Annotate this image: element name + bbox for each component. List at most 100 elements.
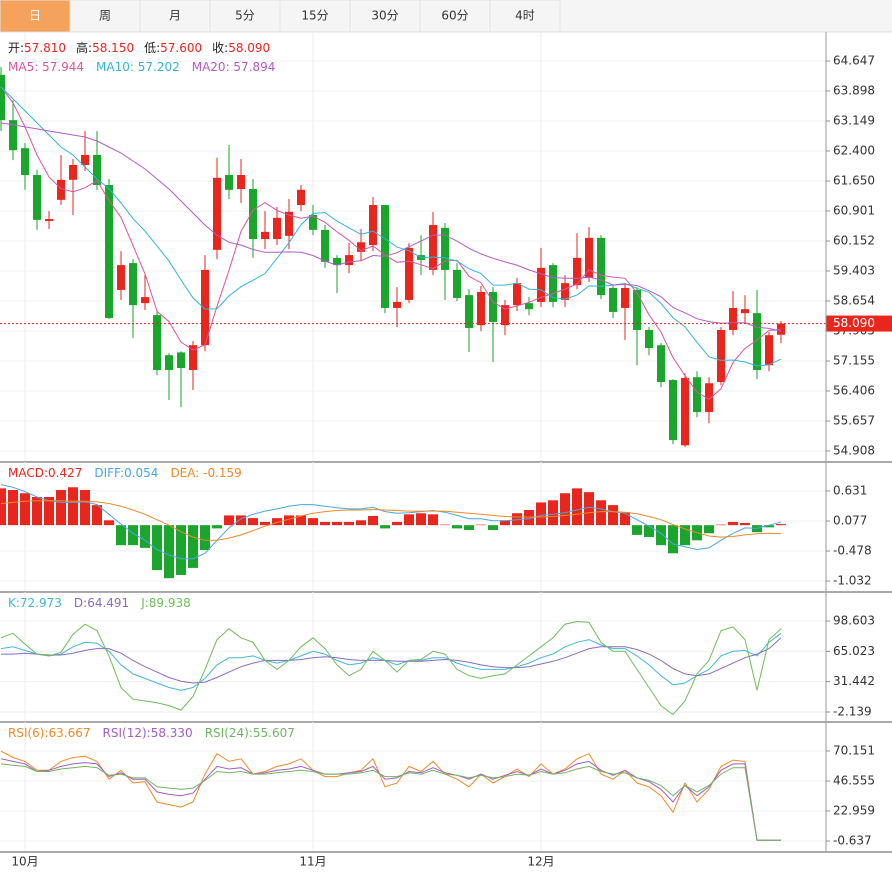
- readout: MA5: 57.944 MA10: 57.202 MA20: 57.894: [8, 60, 275, 74]
- indicator-line: [0, 750, 781, 841]
- candle-body: [321, 229, 329, 262]
- macd-bar: [284, 515, 294, 526]
- indicator-readout: K:72.973: [8, 596, 62, 610]
- tab[interactable]: [279, 0, 351, 33]
- tab-label[interactable]: 4时: [515, 9, 535, 23]
- macd-bar: [476, 524, 486, 526]
- y-tick-label: 56.406: [833, 384, 875, 398]
- macd-bar: [584, 492, 594, 526]
- indicator-line: [0, 758, 781, 841]
- tab[interactable]: [0, 0, 71, 33]
- macd-bar: [464, 525, 474, 531]
- candle-body: [525, 303, 533, 310]
- y-tick-label: -1.032: [833, 574, 872, 588]
- y-tick-label: 0.077: [833, 513, 867, 527]
- macd-bar: [440, 524, 450, 526]
- macd-bar: [728, 521, 738, 526]
- indicator-readout: D:64.491: [74, 596, 129, 610]
- candle-body: [585, 237, 593, 278]
- y-tick-label: 0.631: [833, 484, 867, 498]
- macd-bar: [644, 525, 654, 538]
- y-tick-label: -0.478: [833, 544, 872, 558]
- y-tick-label: 60.152: [833, 233, 875, 247]
- candle-body: [141, 297, 149, 304]
- ma-readout: MA20: 57.894: [192, 60, 276, 74]
- indicator-line: [0, 484, 782, 560]
- candle-body: [189, 345, 197, 371]
- indicator-line: [0, 500, 782, 541]
- macd-bar: [404, 514, 414, 526]
- tab[interactable]: [139, 0, 211, 33]
- candle-body: [117, 265, 125, 290]
- tab-label[interactable]: 30分: [371, 9, 398, 23]
- macd-bar: [152, 525, 162, 571]
- ma-readout: MA5: 57.944: [8, 60, 84, 74]
- y-tick-label: 98.603: [833, 613, 875, 627]
- macd-bar: [344, 521, 354, 526]
- macd-bar: [356, 520, 366, 526]
- indicator-line: [0, 122, 782, 332]
- y-tick-label: 57.155: [833, 354, 875, 368]
- macd-bar: [140, 525, 150, 548]
- macd-bar: [0, 488, 6, 526]
- macd-bar: [308, 518, 318, 526]
- macd-bar: [764, 525, 774, 528]
- tab-label[interactable]: 日: [29, 9, 41, 23]
- candle-body: [729, 307, 737, 330]
- macd-bar: [44, 497, 54, 526]
- candle-body: [129, 263, 137, 306]
- macd-bar: [92, 505, 102, 526]
- y-tick-label: 65.023: [833, 644, 875, 658]
- candle-body: [669, 380, 677, 441]
- candle-body: [177, 352, 185, 369]
- macd-bar: [536, 502, 546, 526]
- macd-bar: [380, 525, 390, 529]
- y-tick-label: 63.149: [833, 113, 875, 127]
- y-tick-label: 58.654: [833, 293, 875, 307]
- y-tick-label: -0.637: [833, 833, 872, 847]
- candle-body: [657, 345, 665, 383]
- candle-body: [153, 315, 161, 371]
- ohlc-value: 58.090: [228, 41, 270, 55]
- tab-label[interactable]: 15分: [301, 9, 328, 23]
- y-tick-label: 60.901: [833, 203, 875, 217]
- indicator-line: [0, 763, 781, 841]
- macd-bar: [248, 518, 258, 526]
- macd-bar: [560, 493, 570, 526]
- tab-label[interactable]: 60分: [441, 9, 468, 23]
- candle-body: [489, 291, 497, 322]
- candle-body: [777, 323, 785, 335]
- candle-body: [453, 269, 461, 298]
- macd-bar: [32, 497, 42, 526]
- candle-body: [393, 301, 401, 308]
- macd-bar: [500, 520, 510, 526]
- candle-body: [309, 215, 317, 230]
- candle-body: [621, 287, 629, 308]
- macd-bar: [608, 505, 618, 526]
- macd-bar: [8, 489, 18, 526]
- candle-body: [693, 377, 701, 413]
- macd-bar: [20, 493, 30, 526]
- tab-label[interactable]: 周: [99, 9, 111, 23]
- macd-bar: [164, 525, 174, 579]
- candle-body: [465, 295, 473, 328]
- y-tick-label: 22.959: [833, 803, 875, 817]
- macd-bar: [104, 520, 114, 526]
- candle-body: [9, 120, 17, 151]
- tab-label[interactable]: 月: [169, 9, 181, 23]
- candle-body: [357, 242, 365, 252]
- macd-bar: [200, 525, 210, 551]
- candle-body: [213, 177, 221, 250]
- macd-bar: [80, 489, 90, 526]
- ohlc-name: 低:: [144, 41, 160, 55]
- y-tick-label: 61.650: [833, 174, 875, 188]
- macd-bar: [56, 489, 66, 526]
- candle-body: [57, 179, 65, 200]
- candle-body: [225, 174, 233, 190]
- candle-body: [513, 283, 521, 306]
- y-tick-label: 64.647: [833, 53, 875, 67]
- tab-label[interactable]: 5分: [235, 9, 255, 23]
- indicator-readout: RSI(24):55.607: [205, 726, 295, 740]
- y-tick-label: 55.657: [833, 413, 875, 427]
- tab[interactable]: [489, 0, 561, 33]
